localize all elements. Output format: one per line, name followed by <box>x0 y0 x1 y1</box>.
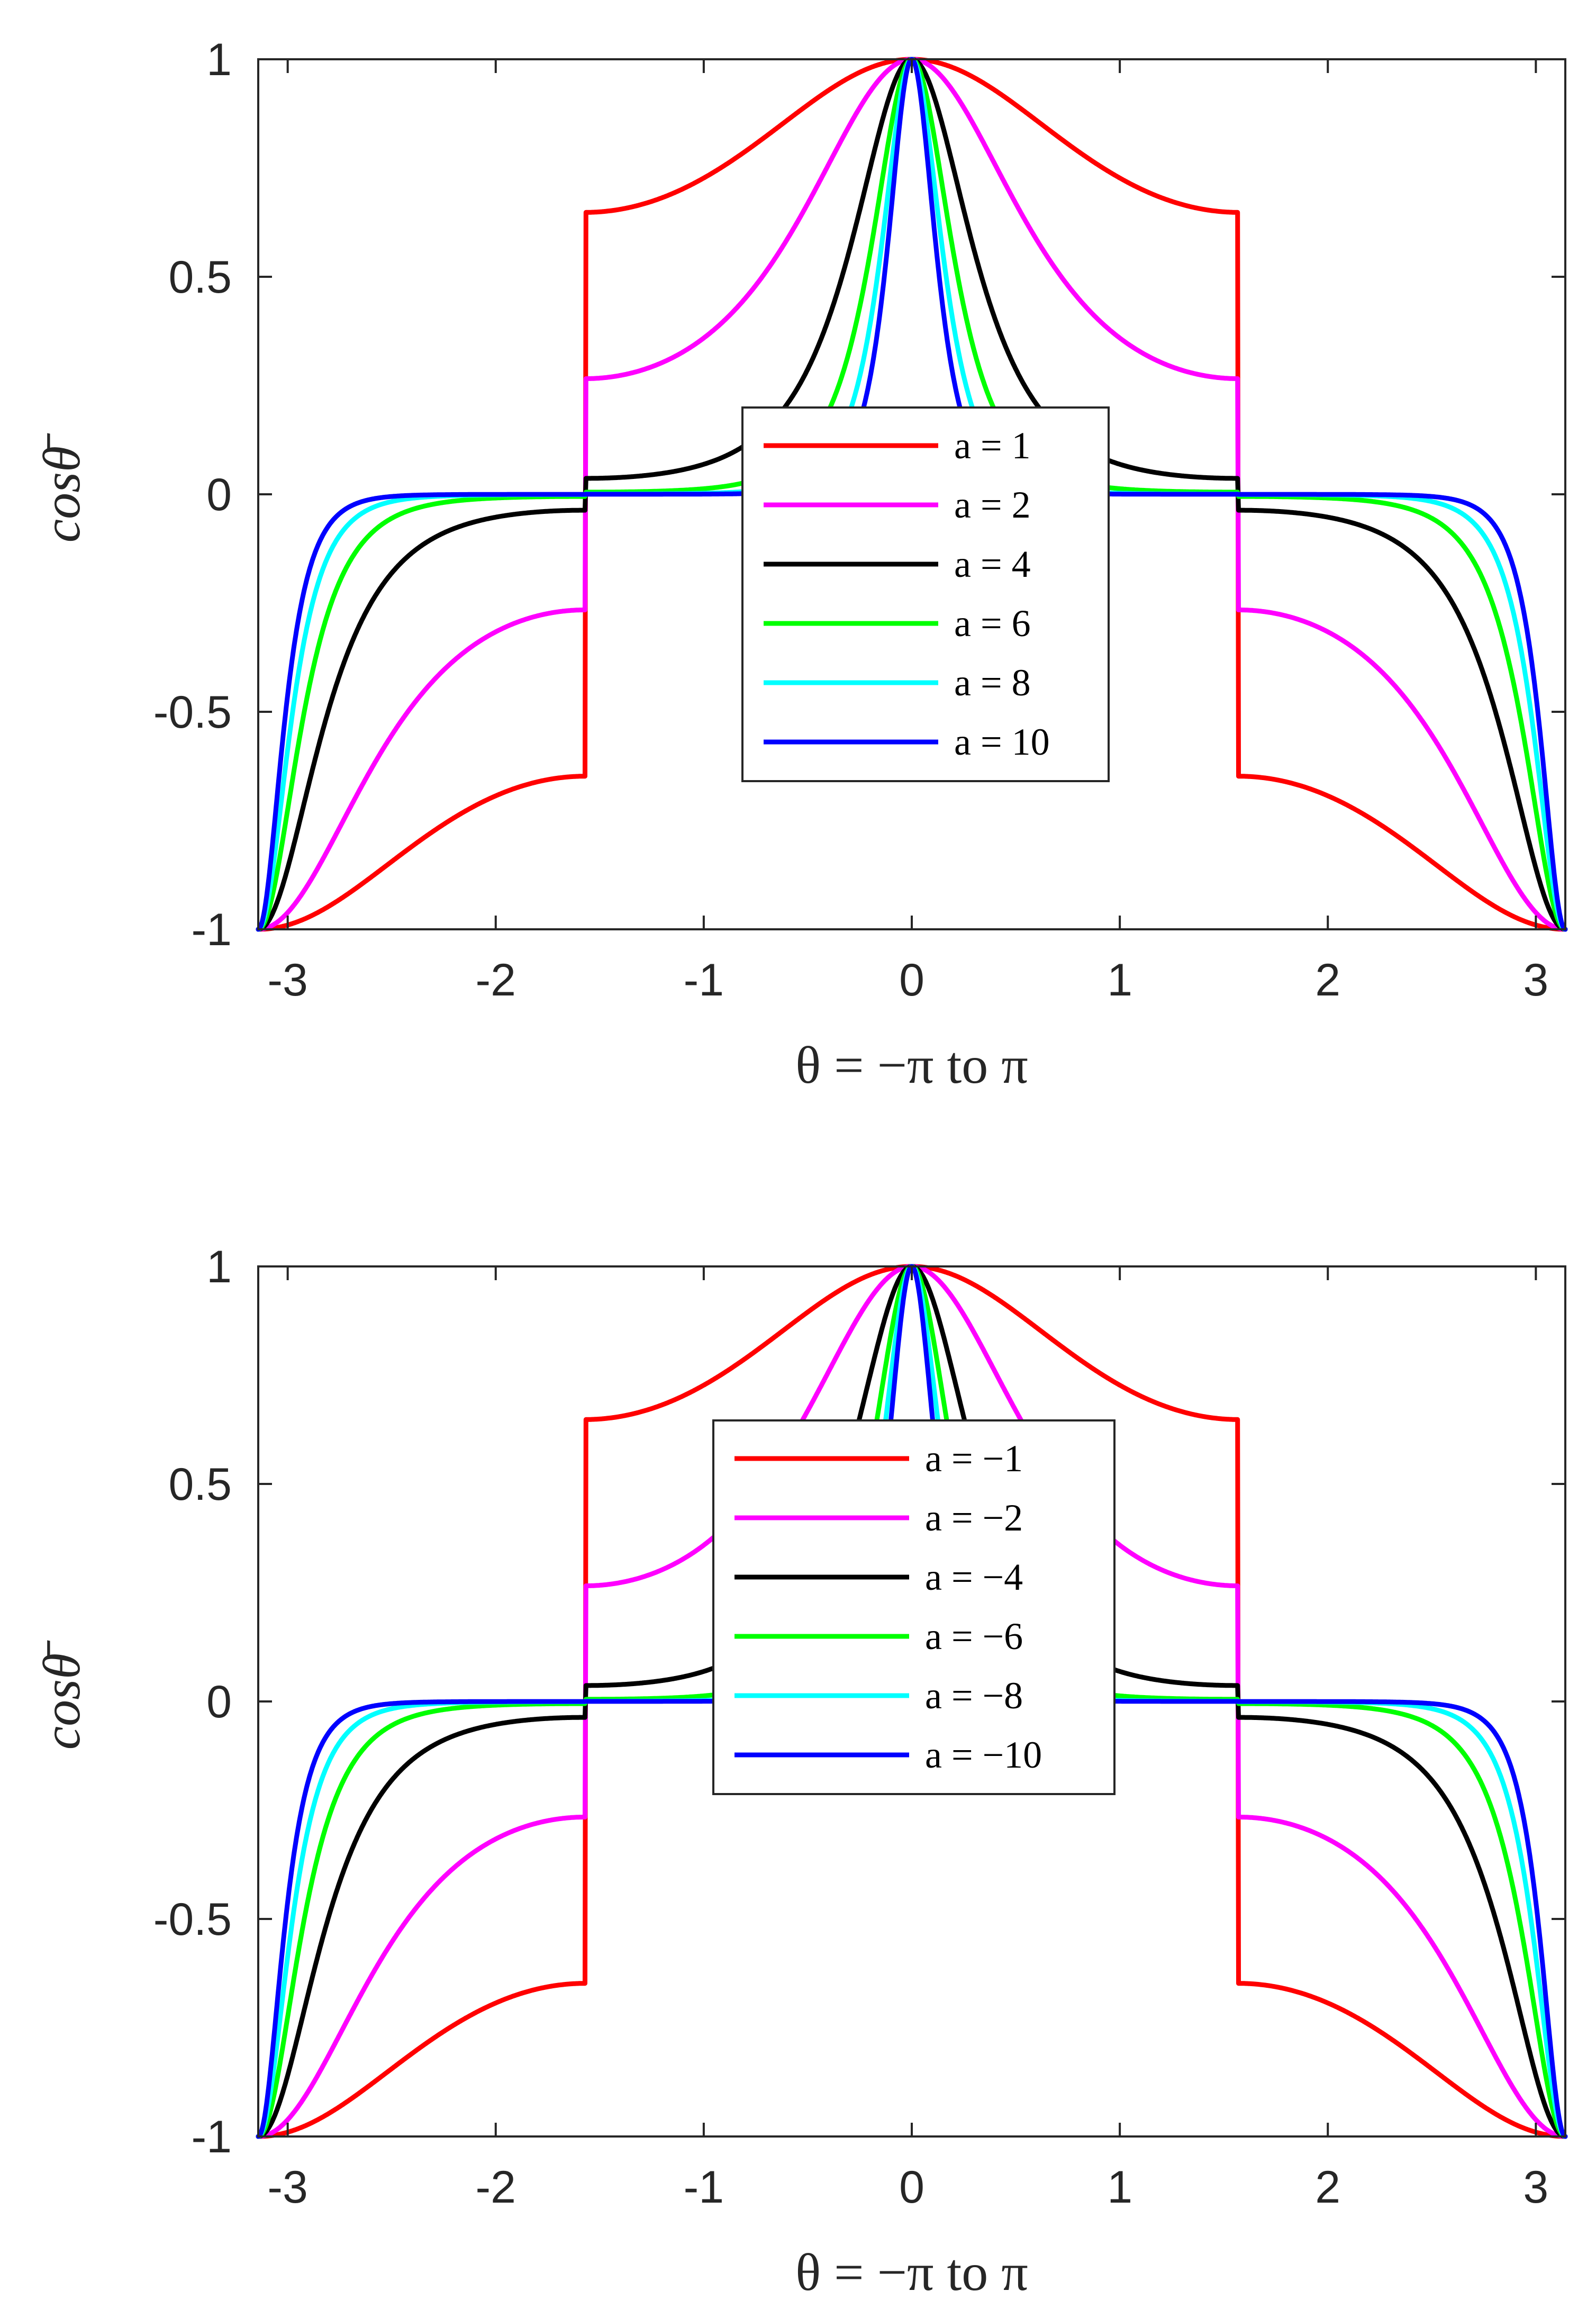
legend-label-2: a = 4 <box>954 543 1031 585</box>
x-tick-label: 2 <box>1315 955 1340 1006</box>
x-tick-label: 1 <box>1107 2162 1132 2213</box>
y-tick-label: 0.5 <box>168 1459 232 1510</box>
x-tick-label: -3 <box>267 2162 307 2213</box>
legend-label-1: a = 2 <box>954 484 1031 526</box>
x-tick-label: 3 <box>1523 955 1548 1006</box>
legend-label-5: a = 10 <box>954 721 1050 763</box>
y-tick-label: 0 <box>206 469 232 520</box>
x-tick-label: -2 <box>476 955 516 1006</box>
legend-label-0: a = −1 <box>925 1437 1023 1480</box>
x-tick-label: 3 <box>1523 2162 1548 2213</box>
y-axis-label: cosθ̄ <box>32 433 91 542</box>
x-tick-label: -3 <box>267 955 307 1006</box>
x-axis-label: θ = −π to π <box>795 1036 1028 1094</box>
legend-label-2: a = −4 <box>925 1556 1023 1598</box>
legend-label-3: a = 6 <box>954 602 1031 645</box>
legend-label-0: a = 1 <box>954 424 1031 467</box>
y-tick-label: 0 <box>206 1677 232 1727</box>
y-tick-label: -0.5 <box>153 1894 232 1945</box>
legend-label-4: a = −8 <box>925 1674 1023 1717</box>
x-tick-label: -1 <box>684 955 724 1006</box>
y-axis-label: cosθ̄ <box>32 1640 91 1750</box>
x-tick-label: 0 <box>899 955 924 1006</box>
y-tick-label: -0.5 <box>153 687 232 738</box>
legend-label-1: a = −2 <box>925 1497 1023 1539</box>
x-tick-label: 1 <box>1107 955 1132 1006</box>
y-tick-label: -1 <box>192 2112 232 2162</box>
x-tick-label: 2 <box>1315 2162 1340 2213</box>
chart-bottom: -3 -2 -1 0 1 2 3 -1 -0.5 0 0.5 1 θ = −π to π cosθ̄ a =… <box>32 1242 1568 2302</box>
y-tick-label: -1 <box>192 904 232 955</box>
x-tick-label: -2 <box>476 2162 516 2213</box>
x-axis-label: θ = −π to π <box>795 2243 1028 2302</box>
x-tick-label: 0 <box>899 2162 924 2213</box>
y-tick-label: 1 <box>206 34 232 85</box>
y-tick-label: 1 <box>206 1242 232 1292</box>
legend-label-4: a = 8 <box>954 662 1031 704</box>
legend-label-5: a = −10 <box>925 1734 1042 1776</box>
legend-box <box>712 1419 1116 1795</box>
chart-top: -3 -2 -1 0 1 2 3 -1 -0.5 0 0.5 1 θ = −π to π cosθ̄ a =… <box>32 34 1568 1094</box>
legend-label-3: a = −6 <box>925 1615 1023 1658</box>
legend-box <box>741 406 1110 782</box>
y-tick-label: 0.5 <box>168 252 232 303</box>
x-tick-label: -1 <box>684 2162 724 2213</box>
